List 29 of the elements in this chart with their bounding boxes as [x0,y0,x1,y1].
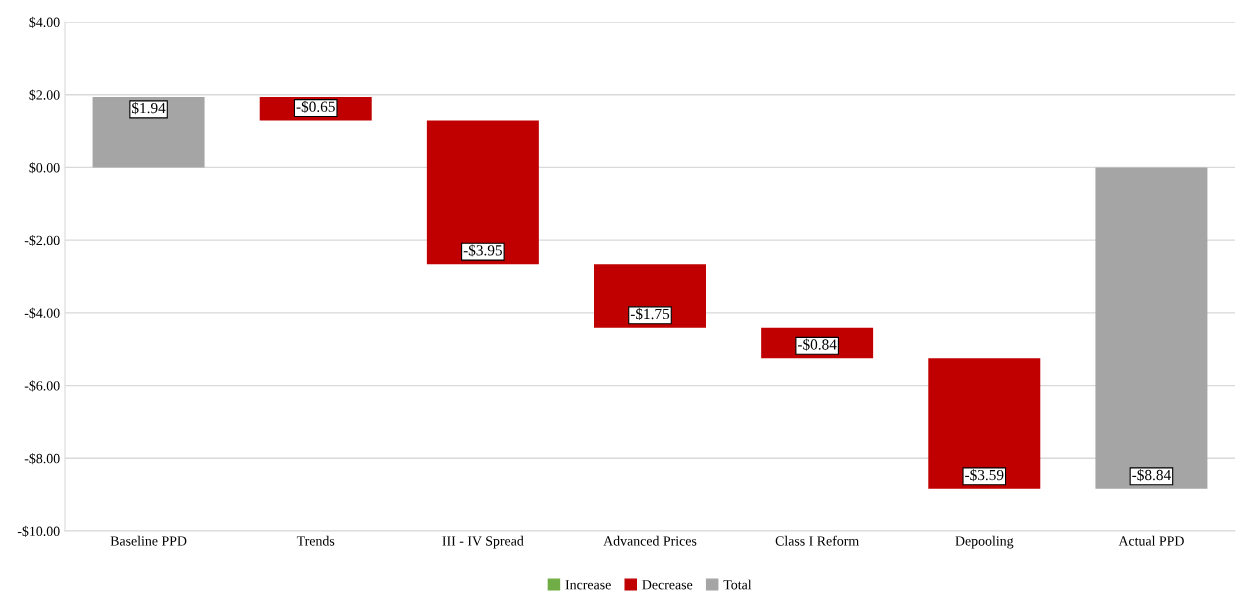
x-tick-label: Baseline PPD [110,535,187,546]
y-tick-label: -$2.00 [24,234,60,247]
bar [928,358,1041,489]
y-tick-label: $4.00 [29,16,60,28]
x-tick-label: Trends [296,535,335,546]
x-tick-label: Advanced Prices [603,535,697,546]
data-label: -$3.59 [965,468,1004,482]
x-tick-label: III - IV Spread [442,535,524,549]
y-tick-label: $0.00 [29,162,60,174]
y-tick-label: -$10.00 [17,525,60,537]
y-tick-label: -$8.00 [24,453,60,465]
y-tick-label: $2.00 [29,89,60,101]
x-tick-label: Depooling [955,535,1014,549]
bar [426,120,539,265]
y-tick-label: -$6.00 [24,380,60,392]
legend-label: Increase [565,580,611,590]
data-label: -$0.84 [797,338,837,351]
legend-label: Decrease [642,580,693,590]
data-label: -$0.65 [296,100,335,113]
data-label: -$3.95 [463,244,502,257]
data-label: -$1.75 [630,307,670,321]
data-label: $1.94 [132,101,166,115]
data-label: -$8.84 [1132,468,1171,482]
bar [92,96,205,168]
x-tick-label: Class I Reform [775,535,859,546]
x-tick-label: Actual PPD [1118,535,1184,546]
bar [1095,167,1208,489]
legend-label: Total [723,579,752,590]
y-tick-label: -$4.00 [24,307,60,319]
